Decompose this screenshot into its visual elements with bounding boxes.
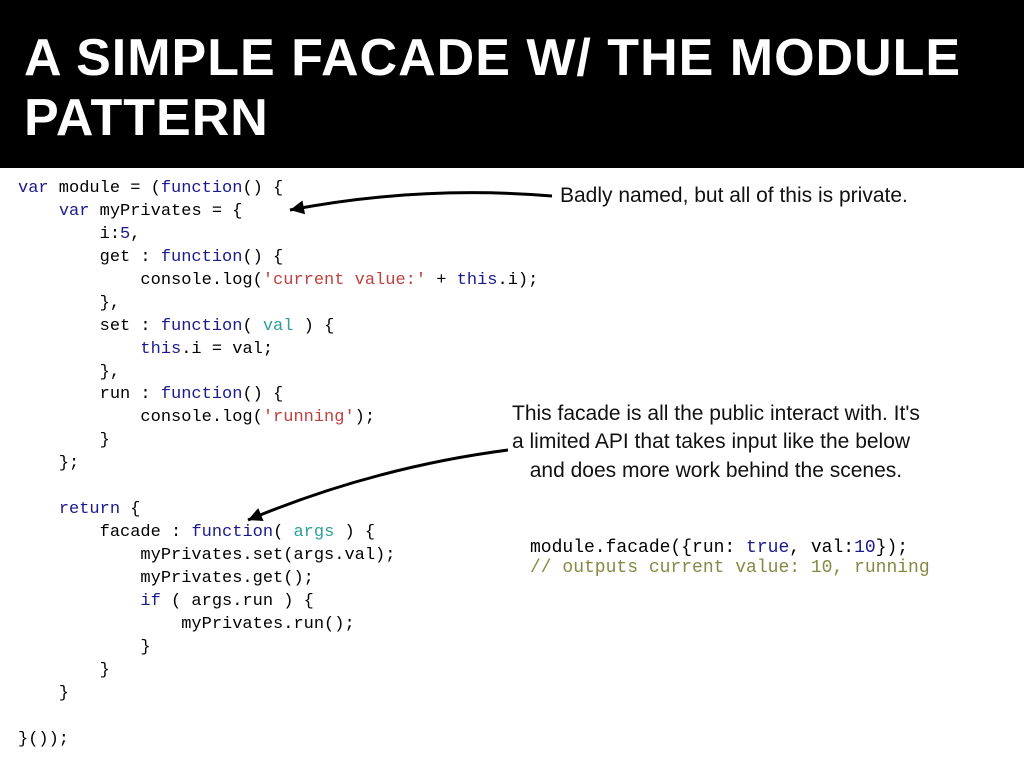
usage-code-block: module.facade({run: true, val:10}); // o… [530, 538, 930, 578]
arrow-to-facade [0, 0, 1024, 768]
